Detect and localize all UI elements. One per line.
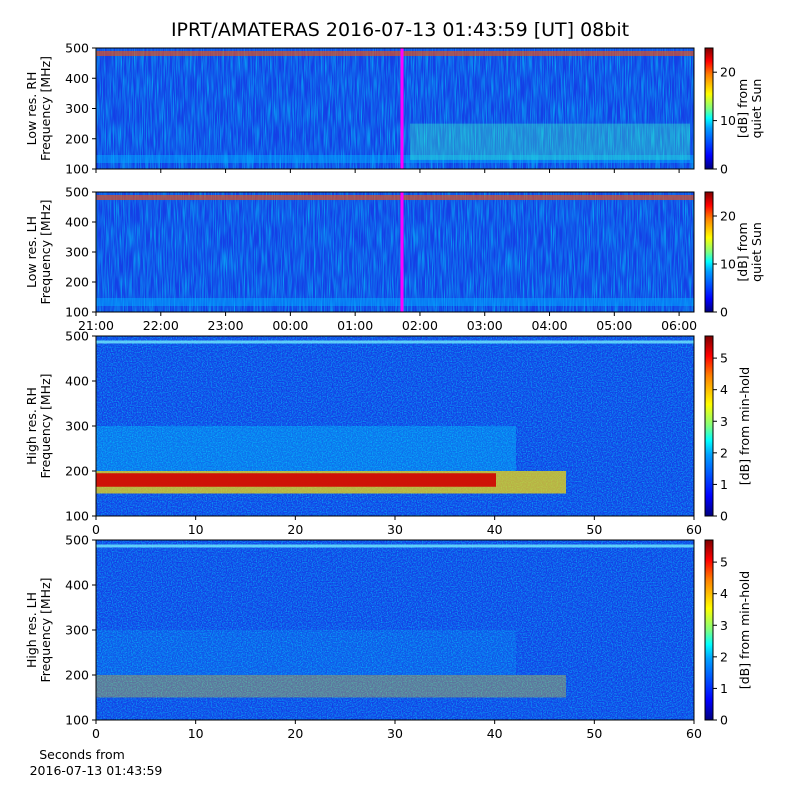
y-axis-label: Low res. RH bbox=[24, 72, 39, 146]
colorbar-label: quiet Sun bbox=[749, 79, 764, 139]
colorbar bbox=[704, 539, 714, 721]
y-axis-label: Low res. LH bbox=[24, 216, 39, 288]
x-tick-label: 40 bbox=[487, 726, 503, 741]
y-tick-label: 300 bbox=[65, 419, 89, 434]
y-tick-label: 100 bbox=[65, 305, 89, 320]
spectrogram-noise bbox=[96, 192, 694, 312]
x-tick-label: 02:00 bbox=[402, 318, 438, 333]
x-tick-label: 22:00 bbox=[143, 318, 179, 333]
y-tick-label: 500 bbox=[65, 185, 89, 200]
x-tick-label: 20 bbox=[287, 522, 303, 537]
x-tick-label: 01:00 bbox=[337, 318, 373, 333]
y-tick-label: 200 bbox=[65, 668, 89, 683]
spectrogram-noise bbox=[96, 48, 694, 169]
colorbar-tick-label: 4 bbox=[720, 382, 728, 397]
x-tick-label: 60 bbox=[686, 726, 702, 741]
x-axis-label: 2016-07-13 01:43:59 bbox=[30, 763, 163, 778]
band bbox=[96, 340, 694, 344]
x-tick-label: 40 bbox=[487, 522, 503, 537]
colorbar bbox=[704, 191, 714, 313]
x-tick-label: 00:00 bbox=[272, 318, 308, 333]
y-axis-label: Frequency [MHz] bbox=[38, 199, 53, 304]
colorbar-tick-label: 0 bbox=[720, 713, 728, 728]
colorbar-tick-label: 5 bbox=[720, 351, 728, 366]
band bbox=[96, 155, 694, 163]
colorbar-tick-label: 5 bbox=[720, 555, 728, 570]
x-tick-label: 10 bbox=[188, 726, 204, 741]
x-tick-label: 20 bbox=[287, 726, 303, 741]
colorbar-label: [dB] from min-hold bbox=[737, 571, 752, 689]
colorbar-tick-label: 0 bbox=[720, 162, 728, 177]
colorbar-label: [dB] from min-hold bbox=[737, 367, 752, 485]
y-tick-label: 100 bbox=[65, 713, 89, 728]
y-tick-label: 400 bbox=[65, 215, 89, 230]
colorbar-tick-label: 10 bbox=[720, 257, 736, 272]
x-tick-label: 30 bbox=[387, 522, 403, 537]
y-axis-label: Frequency [MHz] bbox=[38, 373, 53, 478]
colorbar-label: [dB] from bbox=[735, 222, 750, 281]
y-tick-label: 200 bbox=[65, 464, 89, 479]
x-tick-label: 0 bbox=[92, 522, 100, 537]
colorbar-tick-label: 1 bbox=[720, 477, 728, 492]
y-axis-label: High res. LH bbox=[24, 592, 39, 668]
colorbar-tick-label: 0 bbox=[720, 305, 728, 320]
band bbox=[96, 298, 694, 306]
y-tick-label: 100 bbox=[65, 509, 89, 524]
colorbar-tick-label: 4 bbox=[720, 586, 728, 601]
colorbar bbox=[704, 335, 714, 517]
colorbar-tick-label: 10 bbox=[720, 113, 736, 128]
x-tick-label: 0 bbox=[92, 726, 100, 741]
band bbox=[96, 195, 694, 200]
colorbar-tick-label: 20 bbox=[720, 65, 736, 80]
colorbar-tick-label: 2 bbox=[720, 445, 728, 460]
band bbox=[96, 51, 694, 56]
y-tick-label: 300 bbox=[65, 623, 89, 638]
x-tick-label: 05:00 bbox=[596, 318, 632, 333]
colorbar-tick-label: 0 bbox=[720, 509, 728, 524]
y-tick-label: 200 bbox=[65, 131, 89, 146]
y-tick-label: 300 bbox=[65, 101, 89, 116]
band bbox=[96, 426, 516, 471]
figure-title: IPRT/AMATERAS 2016-07-13 01:43:59 [UT] 0… bbox=[171, 19, 629, 41]
y-tick-label: 100 bbox=[65, 162, 89, 177]
y-tick-label: 400 bbox=[65, 71, 89, 86]
y-tick-label: 400 bbox=[65, 578, 89, 593]
spectrogram-noise bbox=[96, 540, 694, 720]
colorbar-tick-label: 3 bbox=[720, 414, 728, 429]
y-tick-label: 400 bbox=[65, 374, 89, 389]
x-tick-label: 04:00 bbox=[532, 318, 568, 333]
x-tick-label: 50 bbox=[586, 726, 602, 741]
x-axis-label: Seconds from bbox=[39, 747, 125, 762]
colorbar-tick-label: 20 bbox=[720, 209, 736, 224]
colorbar-tick-label: 2 bbox=[720, 649, 728, 664]
band bbox=[96, 630, 516, 675]
band bbox=[96, 544, 694, 548]
x-tick-label: 60 bbox=[686, 522, 702, 537]
colorbar-tick-label: 1 bbox=[720, 681, 728, 696]
y-tick-label: 200 bbox=[65, 275, 89, 290]
colorbar-label: [dB] from bbox=[735, 79, 750, 138]
colorbar-label: quiet Sun bbox=[749, 222, 764, 282]
x-tick-label: 03:00 bbox=[467, 318, 503, 333]
y-tick-label: 500 bbox=[65, 41, 89, 56]
y-tick-label: 500 bbox=[65, 329, 89, 344]
x-tick-label: 30 bbox=[387, 726, 403, 741]
y-axis-label: Frequency [MHz] bbox=[38, 56, 53, 161]
y-tick-label: 500 bbox=[65, 533, 89, 548]
colorbar-tick-label: 3 bbox=[720, 618, 728, 633]
band bbox=[96, 675, 566, 698]
x-tick-label: 50 bbox=[586, 522, 602, 537]
burst-region bbox=[410, 123, 690, 160]
x-tick-label: 23:00 bbox=[208, 318, 244, 333]
y-tick-label: 300 bbox=[65, 245, 89, 260]
x-tick-label: 10 bbox=[188, 522, 204, 537]
x-tick-label: 21:00 bbox=[78, 318, 114, 333]
band-hot bbox=[96, 473, 496, 487]
x-tick-label: 06:00 bbox=[661, 318, 697, 333]
colorbar bbox=[704, 47, 714, 170]
y-axis-label: High res. RH bbox=[24, 387, 39, 465]
y-axis-label: Frequency [MHz] bbox=[38, 577, 53, 682]
